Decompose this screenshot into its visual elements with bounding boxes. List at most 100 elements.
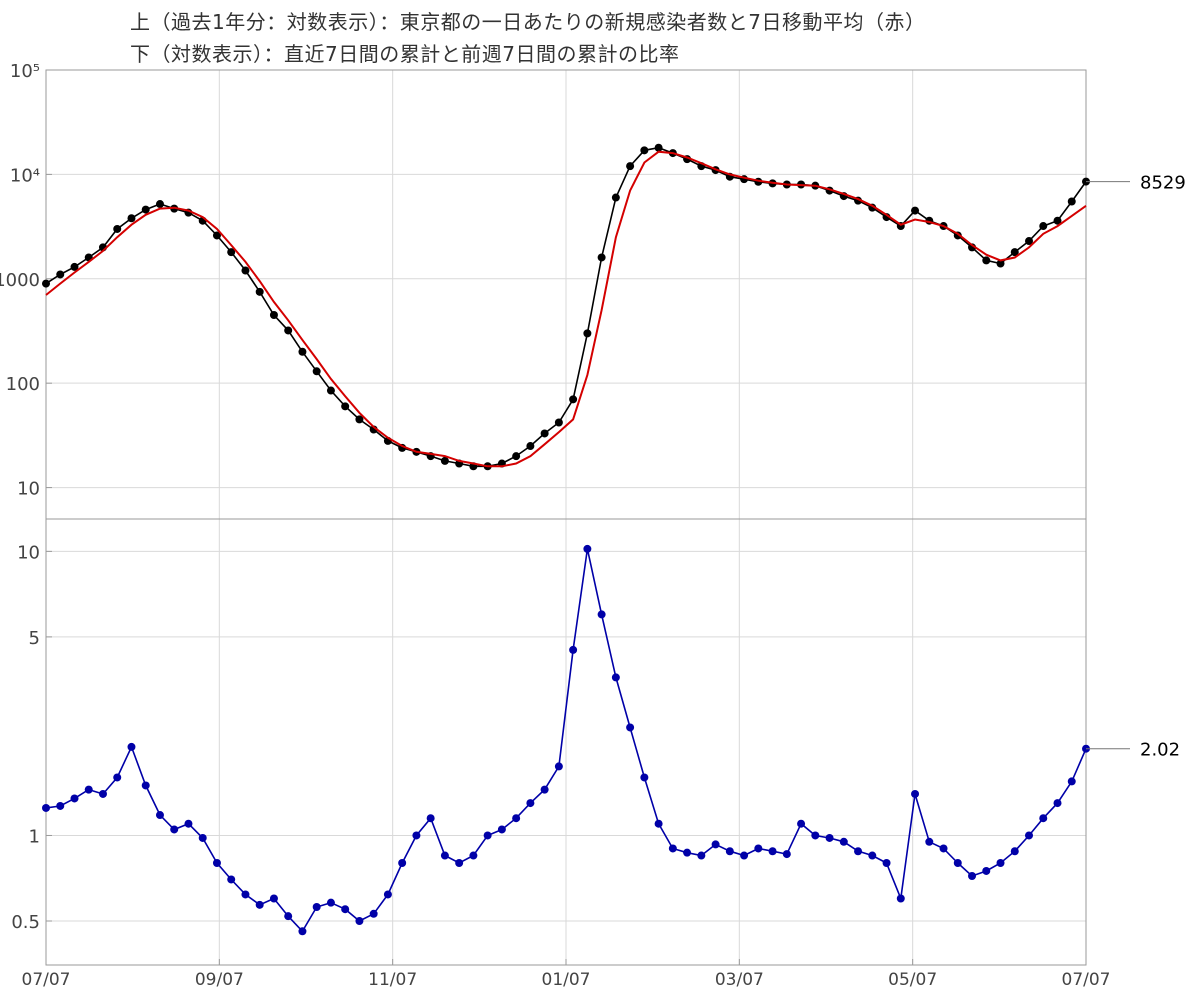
ratio-point	[683, 848, 692, 857]
x-tick-label: 05/07	[888, 970, 937, 990]
ratio-point	[483, 831, 492, 840]
cases-point	[1010, 248, 1019, 257]
cases-point	[127, 214, 136, 223]
cases-point	[526, 442, 535, 451]
ratio-point	[1025, 831, 1034, 840]
ratio-point	[241, 890, 250, 899]
cases-point	[312, 367, 321, 376]
ratio-point	[42, 803, 50, 812]
ratio-point	[839, 837, 848, 846]
ratio-point	[597, 610, 606, 619]
cases-point	[341, 402, 350, 411]
ratio-point	[355, 916, 364, 925]
ratio-point	[56, 801, 65, 810]
y-tick-label: 10	[17, 542, 40, 563]
ratio-point	[155, 811, 164, 820]
ratio-point	[269, 894, 278, 903]
cases-point	[269, 310, 278, 319]
ratio-point	[768, 847, 777, 856]
ratio-point	[127, 742, 136, 751]
cases-point	[654, 143, 663, 152]
cases-point	[298, 347, 307, 356]
ratio-point	[540, 785, 549, 794]
ratio-point	[968, 872, 977, 881]
cases-point	[554, 418, 563, 427]
cases-point	[155, 200, 164, 209]
ratio-point	[854, 847, 863, 856]
ratio-point	[227, 875, 236, 884]
ratio-point	[84, 785, 93, 794]
cases-point	[540, 429, 549, 438]
cases-point	[1039, 222, 1048, 231]
cases-point	[355, 415, 364, 424]
ratio-point	[740, 851, 749, 860]
ratio-point	[426, 814, 435, 823]
ratio-point	[583, 544, 592, 553]
cases-point	[1067, 197, 1076, 206]
x-tick-label: 11/07	[368, 970, 417, 990]
ratio-point	[982, 866, 991, 875]
ratio-point	[725, 847, 734, 856]
ratio-point	[611, 673, 620, 682]
ratio-point	[868, 851, 877, 860]
ratio-point	[697, 851, 706, 860]
cases-point	[626, 162, 635, 171]
ratio-point	[668, 844, 677, 853]
chart-title-top: 上（過去1年分：対数表示）：東京都の一日あたりの新規感染者数と7日移動平均（赤）	[130, 10, 926, 34]
cases-point	[113, 224, 122, 233]
ratio-point	[811, 831, 820, 840]
ratio-point	[654, 819, 663, 828]
end-value-label: 2.02	[1140, 740, 1180, 761]
ratio-point	[526, 799, 535, 808]
ratio-point	[383, 890, 392, 899]
ratio-point	[512, 814, 521, 823]
ratio-point	[312, 903, 321, 912]
ratio-point	[369, 909, 378, 918]
ratio-point	[896, 894, 905, 903]
y-tick-label: 10⁴	[10, 165, 40, 186]
ratio-point	[141, 781, 150, 790]
ratio-point	[298, 927, 307, 936]
moving-average-line	[45, 150, 1087, 468]
ratio-point	[754, 844, 763, 853]
cases-point	[911, 206, 920, 215]
cases-point	[996, 259, 1005, 268]
cases-point	[440, 456, 449, 465]
cases-point	[227, 248, 236, 257]
cases-point	[241, 266, 250, 275]
ratio-point	[626, 723, 635, 732]
ratio-point	[1053, 799, 1062, 808]
ratio-point	[412, 831, 421, 840]
ratio-point	[398, 859, 407, 868]
x-tick-label: 07/07	[1062, 970, 1111, 990]
ratio-point	[1067, 777, 1076, 786]
cases-point	[326, 386, 335, 395]
cases-point	[512, 452, 521, 461]
cases-point	[640, 146, 649, 155]
y-tick-label: 5	[29, 628, 40, 649]
chart-title-bottom: 下（対数表示）：直近7日間の累計と前週7日間の累計の比率	[130, 42, 680, 66]
ratio-point	[212, 859, 221, 868]
ratio-point	[882, 859, 891, 868]
cases-point	[1053, 216, 1062, 225]
ratio-point	[341, 905, 350, 914]
ratio-point	[469, 851, 478, 860]
cases-point	[255, 287, 264, 296]
ratio-point	[113, 773, 122, 782]
ratio-point	[497, 825, 506, 834]
ratio-point	[640, 773, 649, 782]
cases-point	[212, 231, 221, 240]
panel-ratio: 0.5 1 5 10 2.02	[11, 518, 1180, 966]
y-tick-label: 0.5	[11, 912, 40, 933]
ratio-point	[996, 859, 1005, 868]
cases-point	[982, 256, 991, 265]
ratio-point	[554, 762, 563, 771]
ratio-point	[939, 844, 948, 853]
ratio-point	[70, 794, 79, 803]
ratio-point	[711, 840, 720, 849]
cases-point	[141, 205, 150, 214]
x-tick-label: 09/07	[195, 970, 244, 990]
ratio-point	[184, 819, 193, 828]
